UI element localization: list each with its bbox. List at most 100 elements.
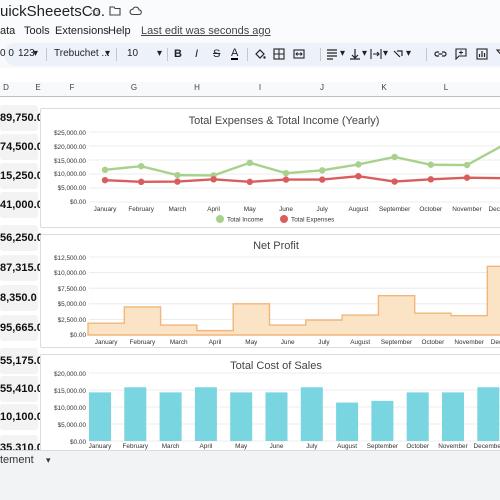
column-header-e[interactable]: E	[35, 83, 41, 92]
formula-bar[interactable]	[0, 68, 500, 83]
cloud-icon[interactable]	[129, 5, 142, 19]
folder-icon[interactable]	[109, 5, 121, 19]
merge-cells-icon[interactable]	[293, 48, 305, 63]
align-icon[interactable]	[326, 48, 338, 63]
data-point	[174, 178, 181, 185]
bar	[89, 392, 111, 441]
comment-icon[interactable]	[455, 48, 467, 63]
sheet-grid[interactable]: 89,750.0 74,500.0 15,250.0 41,000.0 56,2…	[0, 97, 500, 466]
menu-help[interactable]: Help	[108, 25, 131, 37]
y-tick-label: $2,500.00	[58, 317, 87, 324]
cell-value[interactable]: 15,250.0	[0, 163, 43, 189]
more-formats-button[interactable]: 123	[18, 48, 35, 59]
legend-income-label: Total Income	[227, 217, 264, 224]
series-line	[104, 175, 500, 184]
column-header-l[interactable]: L	[443, 83, 449, 92]
x-tick-label: June	[270, 443, 284, 450]
chevron-down-icon[interactable]: ▾	[46, 455, 51, 465]
x-tick-label: February	[123, 443, 149, 450]
italic-button[interactable]: I	[195, 48, 199, 60]
cell-value[interactable]: 55,410.0	[0, 376, 43, 402]
menu-extensions[interactable]: Extensions	[55, 25, 109, 37]
column-header-h[interactable]: H	[194, 83, 200, 92]
x-tick-label: March	[170, 339, 188, 346]
x-tick-label: December	[474, 443, 500, 450]
toolbar-divider	[167, 48, 168, 61]
x-tick-label: July	[306, 443, 318, 450]
toolbar-divider	[116, 48, 117, 61]
expenses-income-chart[interactable]: Total Expenses & Total Income (Yearly) $…	[40, 108, 500, 228]
data-point	[246, 159, 253, 166]
cell-value[interactable]: 87,315.0	[0, 255, 43, 281]
font-size-input[interactable]: 10	[127, 48, 139, 59]
star-icon[interactable]: ☆	[90, 5, 101, 19]
bar	[477, 387, 500, 441]
link-icon[interactable]	[434, 48, 447, 63]
bar	[230, 392, 253, 441]
y-tick-label: $7,500.00	[58, 286, 87, 293]
bold-button[interactable]: B	[174, 48, 182, 60]
vertical-align-icon[interactable]	[349, 48, 361, 63]
insert-chart-icon[interactable]	[476, 48, 488, 63]
column-header-i[interactable]: I	[258, 83, 262, 92]
text-rotation-icon[interactable]	[392, 48, 404, 63]
legend-expenses-label: Total Expenses	[291, 217, 334, 224]
x-tick-label: May	[244, 206, 257, 213]
data-point	[427, 176, 434, 183]
borders-icon[interactable]	[273, 48, 285, 63]
menu-data[interactable]: ata	[0, 25, 16, 37]
data-point	[463, 174, 471, 181]
cell-value[interactable]: 8,350.0	[0, 285, 38, 311]
y-tick-label: $15,000.00	[54, 158, 86, 165]
cell-value[interactable]: 55,175.0	[0, 348, 43, 374]
chart-series	[101, 145, 500, 186]
column-header-k[interactable]: K	[381, 83, 387, 92]
cell-value[interactable]: 10,100.0	[0, 404, 43, 430]
column-header-d[interactable]: D	[3, 83, 9, 92]
x-tick-label: June	[281, 339, 295, 346]
y-tick-label: $5,000.00	[58, 301, 87, 308]
x-tick-label: March	[162, 443, 180, 450]
filter-icon[interactable]	[495, 48, 500, 63]
cell-value[interactable]: 74,500.0	[0, 134, 43, 160]
y-tick-label: $20,000.00	[54, 144, 86, 151]
font-family-select[interactable]: Trebuchet ...	[54, 48, 110, 59]
cell-value[interactable]: 41,000.0	[0, 192, 43, 218]
legend-expenses-marker	[280, 215, 288, 223]
chevron-down-icon: ▾	[340, 48, 346, 59]
chevron-down-icon: ▾	[383, 48, 389, 59]
format-decimal-button[interactable]: 0 0	[0, 48, 14, 59]
last-edit-link[interactable]: Last edit was seconds ago	[141, 25, 271, 37]
sheet-tabs-bar: tement ▾	[0, 450, 500, 471]
cell-value[interactable]: 56,250.0	[0, 225, 43, 251]
strikethrough-button[interactable]: S	[213, 48, 221, 60]
menu-tools[interactable]: Tools	[24, 25, 50, 37]
x-tick-label: May	[235, 443, 248, 450]
cost-of-sales-chart[interactable]: Total Cost of Sales $20,000.00 $15,000.0…	[40, 354, 500, 466]
y-tick-label: $12,500.00	[54, 255, 86, 262]
cell-value[interactable]: 89,750.0	[0, 105, 43, 131]
document-title[interactable]: uickSheeetsCo.	[0, 3, 106, 20]
column-header-f[interactable]: F	[69, 83, 75, 92]
fill-color-icon[interactable]	[254, 48, 266, 63]
cell-value[interactable]: 95,665.0	[0, 315, 43, 341]
chart-series	[89, 387, 500, 441]
data-point	[138, 162, 145, 170]
text-color-button[interactable]: A	[231, 47, 239, 60]
column-headers: D E F G H I J K L	[0, 82, 500, 97]
sheet-tab[interactable]: tement	[0, 454, 34, 466]
x-tick-label: February	[130, 339, 156, 346]
x-tick-label: February	[128, 206, 154, 213]
x-tick-label: March	[169, 206, 187, 213]
y-tick-label: $5,000.00	[58, 422, 87, 429]
y-tick-label: $0.00	[70, 439, 86, 446]
column-header-j[interactable]: J	[320, 83, 324, 92]
x-tick-label: January	[94, 206, 118, 213]
x-tick-label: June	[279, 206, 293, 213]
profit-area	[87, 265, 500, 336]
data-point	[101, 166, 109, 173]
net-profit-chart[interactable]: Net Profit $12,500.00 $10,000.00 $7,500.…	[40, 234, 500, 348]
column-header-g[interactable]: G	[130, 83, 138, 92]
chart-title: Total Expenses & Total Income (Yearly)	[189, 115, 380, 127]
text-wrap-icon[interactable]	[370, 48, 382, 63]
